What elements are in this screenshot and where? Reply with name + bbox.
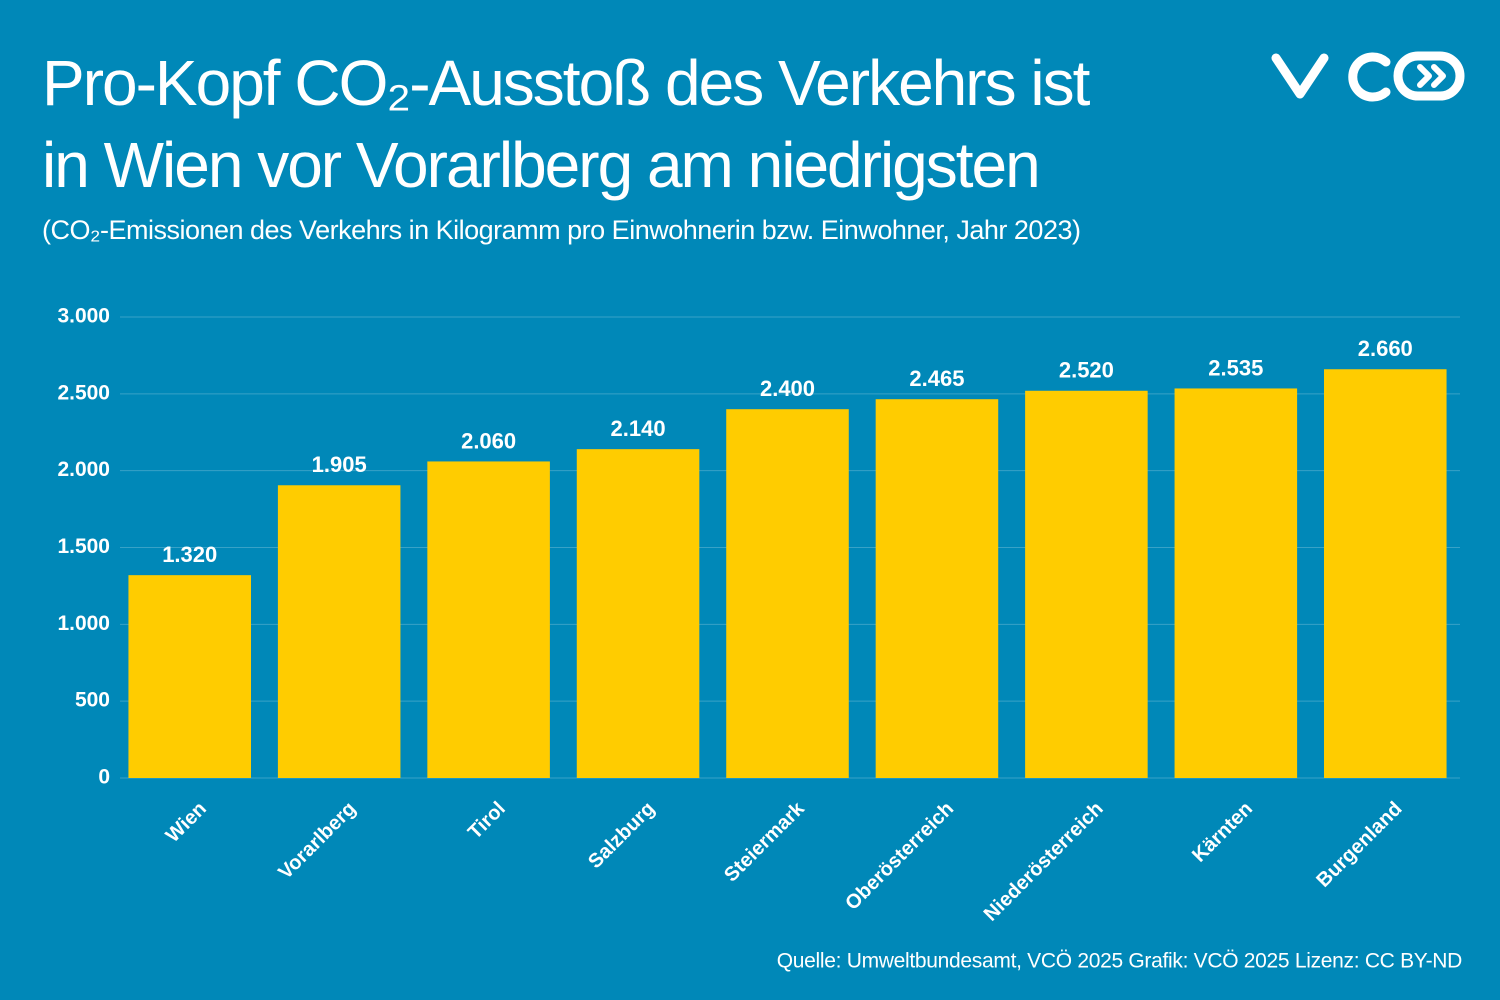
bar (726, 409, 849, 778)
logo-shape (1393, 51, 1465, 101)
value-label: 2.400 (760, 376, 815, 401)
logo-shape (1271, 53, 1329, 99)
y-tick-label: 2.500 (57, 381, 110, 404)
value-label: 2.520 (1059, 358, 1114, 383)
x-tick-label: Salzburg (584, 798, 659, 873)
bar (128, 575, 251, 778)
chart-subtitle: (CO₂-Emissionen des Verkehrs in Kilogram… (42, 215, 1080, 245)
source-note: Quelle: Umweltbundesamt, VCÖ 2025 Grafik… (777, 950, 1462, 973)
y-tick-label: 3.000 (57, 305, 110, 328)
value-label: 2.660 (1358, 336, 1413, 361)
value-label: 1.905 (312, 452, 367, 477)
logo-shape (1348, 52, 1391, 102)
bar (1025, 390, 1148, 778)
logo-shape (1417, 64, 1446, 88)
x-tick-label: Steiermark (720, 797, 809, 886)
y-tick-label: 1.500 (57, 535, 110, 558)
bar (1324, 369, 1447, 778)
x-tick-label: Wien (162, 798, 211, 847)
bar (1174, 388, 1298, 778)
value-label: 1.320 (162, 542, 217, 567)
value-label: 2.465 (909, 366, 964, 391)
x-tick-label: Niederösterreich (980, 798, 1108, 926)
bar (576, 449, 700, 778)
bar (277, 485, 401, 778)
y-tick-label: 2.000 (57, 458, 110, 481)
y-tick-label: 0 (98, 766, 110, 789)
value-label: 2.535 (1208, 355, 1263, 380)
x-tick-label: Vorarlberg (274, 798, 360, 884)
value-label: 2.140 (611, 416, 666, 441)
value-label: 2.060 (461, 428, 516, 453)
logo (1271, 51, 1465, 102)
y-tick-label: 1.000 (57, 612, 110, 635)
x-tick-label: Oberösterreich (841, 798, 958, 915)
bar (875, 399, 999, 778)
y-tick-label: 500 (75, 689, 110, 712)
bar (427, 461, 550, 778)
chart-title: in Wien vor Vorarlberg am niedrigsten (42, 129, 1039, 201)
chart-title: Pro-Kopf CO₂-Ausstoß des Verkehrs ist (42, 47, 1091, 119)
x-tick-label: Burgenland (1312, 798, 1406, 892)
x-tick-label: Kärnten (1188, 798, 1257, 867)
x-tick-label: Tirol (464, 798, 510, 844)
